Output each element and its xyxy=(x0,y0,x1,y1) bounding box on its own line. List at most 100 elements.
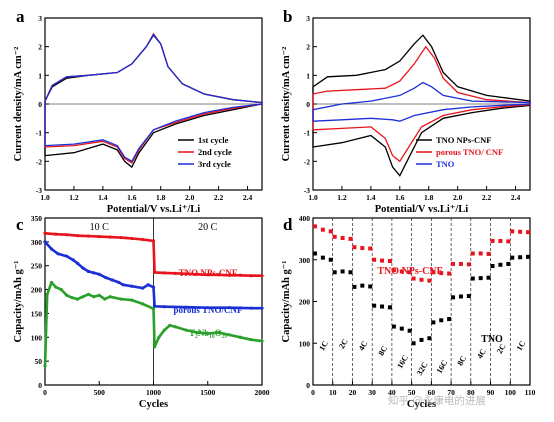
data-point xyxy=(387,305,392,310)
panel-b: 1.0 1.2 1.4 1.6 1.8 2.0 2.2 2.4 -3 -2 -1 0 1 2 3 Potent… xyxy=(281,7,531,215)
data-point xyxy=(97,235,101,239)
data-point xyxy=(439,318,444,323)
y-tick-label: 0 xyxy=(306,381,310,390)
data-point xyxy=(104,276,108,280)
panel-a: 1.0 1.2 1.4 1.6 1.8 2.0 2.2 2.4 -3 -2 -1 0 1 2 3 Potent… xyxy=(13,7,263,215)
data-point xyxy=(320,227,325,232)
data-point xyxy=(332,234,337,239)
data-point xyxy=(110,278,114,282)
y-tick-label: 300 xyxy=(299,256,311,265)
data-point xyxy=(152,304,157,308)
data-point xyxy=(56,252,60,256)
data-point xyxy=(312,251,317,256)
panel-label: c xyxy=(16,215,24,234)
legend-label: 1st cycle xyxy=(198,135,229,145)
data-point xyxy=(227,273,232,277)
data-point xyxy=(92,271,96,275)
rate-label: 16C xyxy=(435,358,450,375)
data-point xyxy=(54,232,58,236)
data-point xyxy=(490,264,495,269)
series-label: T₂Nb₁₀O₂₉ xyxy=(189,328,227,338)
data-point xyxy=(411,341,416,346)
data-point xyxy=(328,257,333,262)
x-tick-label: 110 xyxy=(525,388,536,397)
y-axis-title: Capacity/mAh g⁻¹ xyxy=(281,261,292,343)
data-point xyxy=(173,271,177,275)
y-tick-label: 1 xyxy=(306,71,310,80)
annotation-20c: 20 C xyxy=(198,222,218,233)
legend-label: TNO xyxy=(436,159,455,169)
data-point xyxy=(206,306,210,310)
plot-frame xyxy=(312,217,531,386)
data-point xyxy=(328,229,333,234)
data-point xyxy=(411,276,416,281)
data-point xyxy=(518,229,523,234)
data-point xyxy=(431,270,436,275)
y-tick-label: 1 xyxy=(38,71,42,80)
data-point xyxy=(81,295,85,299)
x-tick-label: 1.6 xyxy=(127,193,137,202)
data-point xyxy=(162,305,166,309)
data-point xyxy=(510,255,515,260)
y-tick-label: 0 xyxy=(38,100,42,109)
rate-label: 2C xyxy=(495,342,508,355)
series-tno xyxy=(312,81,531,122)
data-point xyxy=(458,261,463,266)
data-point xyxy=(71,258,75,262)
x-axis-title: Cycles xyxy=(407,399,436,410)
y-tick-label: 250 xyxy=(31,262,43,271)
data-point xyxy=(59,287,63,292)
data-point xyxy=(65,233,69,237)
data-point xyxy=(86,292,90,296)
data-point xyxy=(117,280,121,285)
data-point xyxy=(486,275,491,280)
data-point xyxy=(431,320,436,325)
data-point xyxy=(130,284,134,288)
x-axis-title: Cycles xyxy=(139,399,168,410)
x-tick-label: 100 xyxy=(505,388,517,397)
y-tick-label: -1 xyxy=(304,129,310,138)
data-point xyxy=(447,271,452,276)
data-point xyxy=(518,255,523,260)
x-tick-label: 50 xyxy=(408,388,416,397)
data-point xyxy=(320,255,325,260)
data-point xyxy=(65,254,69,258)
data-point xyxy=(152,270,157,274)
legend-label: 2nd cycle xyxy=(198,147,232,157)
x-tick-label: 80 xyxy=(467,388,475,397)
rate-label: 8C xyxy=(455,354,468,367)
data-point xyxy=(157,335,161,339)
data-point xyxy=(75,261,80,265)
series-tno-nps-cnf xyxy=(44,232,262,277)
rate-label: 16C xyxy=(395,353,410,370)
y-tick-label: 3 xyxy=(306,14,310,23)
series-3rd-cycle xyxy=(44,33,263,163)
data-point xyxy=(260,339,264,343)
x-tick-label: 2.2 xyxy=(214,193,224,202)
data-point xyxy=(43,364,47,368)
y-tick-label: 3 xyxy=(38,14,42,23)
x-axis-title: Potential/V vs.Li⁺/Li xyxy=(375,204,469,215)
x-tick-label: 2.4 xyxy=(511,193,521,202)
panel-label: d xyxy=(283,215,293,234)
x-tick-label: 1.6 xyxy=(395,193,405,202)
x-tick-label: 2.0 xyxy=(453,193,463,202)
data-point xyxy=(49,280,54,285)
data-point xyxy=(506,261,511,266)
data-point xyxy=(368,284,373,289)
data-point xyxy=(466,262,471,267)
data-point xyxy=(372,257,377,262)
data-point xyxy=(70,296,74,300)
data-point xyxy=(427,278,432,283)
x-tick-label: 1000 xyxy=(146,388,161,397)
y-tick-label: 200 xyxy=(31,286,43,295)
data-point xyxy=(526,230,531,235)
data-point xyxy=(249,338,253,342)
series-label: TNO NPs-CNF xyxy=(179,268,238,278)
data-point xyxy=(97,293,101,297)
y-tick-label: 300 xyxy=(31,238,43,247)
data-point xyxy=(151,239,156,243)
data-point xyxy=(249,306,253,310)
data-point xyxy=(447,317,452,322)
